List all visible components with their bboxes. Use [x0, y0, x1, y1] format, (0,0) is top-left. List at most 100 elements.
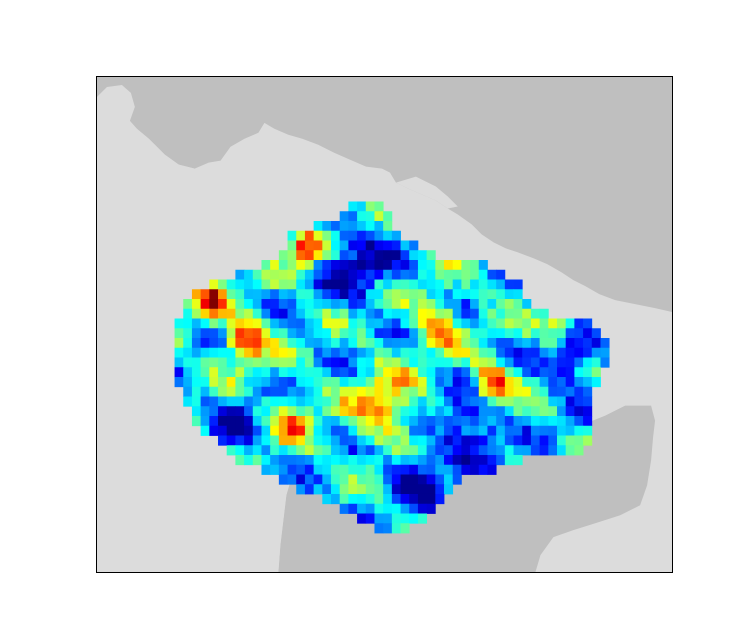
heatmap-cell [557, 357, 566, 367]
heatmap-cell [253, 367, 262, 377]
heatmap-cell [374, 436, 383, 446]
heatmap-cell [505, 387, 514, 397]
heatmap-cell [453, 357, 462, 367]
heatmap-cell [331, 377, 340, 387]
heatmap-cell [583, 387, 592, 397]
heatmap-cell [314, 475, 323, 485]
heatmap-cell [288, 455, 297, 465]
heatmap-cell [444, 357, 453, 367]
heatmap-cell [235, 445, 244, 455]
heatmap-cell [227, 416, 236, 426]
heatmap-cell [296, 240, 305, 250]
heatmap-cell [227, 367, 236, 377]
heatmap-cell [409, 289, 418, 299]
heatmap-cell [409, 436, 418, 446]
heatmap-cell [409, 445, 418, 455]
heatmap-cell [314, 221, 323, 231]
heatmap-cell [253, 289, 262, 299]
heatmap-cell [348, 436, 357, 446]
heatmap-cell [235, 396, 244, 406]
heatmap-cell [244, 348, 253, 358]
heatmap-cell [514, 338, 523, 348]
heatmap-cell [453, 416, 462, 426]
heatmap-cell [340, 231, 349, 241]
heatmap-cell [470, 396, 479, 406]
heatmap-cell [201, 309, 210, 319]
heatmap-cell [192, 396, 201, 406]
heatmap-cell [288, 231, 297, 241]
heatmap-cell [479, 465, 488, 475]
heatmap-cell [244, 270, 253, 280]
heatmap-cell [322, 280, 331, 290]
heatmap-cell [505, 436, 514, 446]
heatmap-cell [418, 319, 427, 329]
heatmap-cell [514, 455, 523, 465]
heatmap-cell [348, 357, 357, 367]
heatmap-cell [296, 455, 305, 465]
heatmap-cell [479, 299, 488, 309]
heatmap-cell [340, 348, 349, 358]
heatmap-cell [418, 270, 427, 280]
heatmap-cell [209, 357, 218, 367]
heatmap-cell [305, 445, 314, 455]
heatmap-cell [435, 260, 444, 270]
heatmap-cell [418, 436, 427, 446]
heatmap-cell [357, 406, 366, 416]
heatmap-cell [514, 299, 523, 309]
heatmap-cell [253, 299, 262, 309]
heatmap-cell [366, 309, 375, 319]
heatmap-cell [479, 406, 488, 416]
heatmap-cell [574, 348, 583, 358]
heatmap-cell [392, 513, 401, 523]
heatmap-cell [331, 357, 340, 367]
heatmap-cell [505, 367, 514, 377]
heatmap-cell [392, 445, 401, 455]
heatmap-cell [427, 494, 436, 504]
heatmap-cell [253, 416, 262, 426]
heatmap-cell [366, 240, 375, 250]
heatmap-cell [470, 270, 479, 280]
heatmap-cell [514, 426, 523, 436]
heatmap-cell [401, 445, 410, 455]
heatmap-cell [348, 348, 357, 358]
heatmap-cell [505, 289, 514, 299]
heatmap-cell [487, 445, 496, 455]
heatmap-cell [496, 416, 505, 426]
heatmap-cell [331, 426, 340, 436]
heatmap-cell [305, 406, 314, 416]
heatmap-cell [444, 475, 453, 485]
heatmap-cell [209, 328, 218, 338]
heatmap-cell [409, 513, 418, 523]
heatmap-cell [235, 426, 244, 436]
heatmap-cell [288, 338, 297, 348]
heatmap-cell [453, 328, 462, 338]
heatmap-cell [470, 377, 479, 387]
heatmap-cell [270, 309, 279, 319]
heatmap-cell [261, 387, 270, 397]
heatmap-cell [392, 280, 401, 290]
heatmap-cell [357, 319, 366, 329]
heatmap-cell [279, 348, 288, 358]
heatmap-cell [296, 357, 305, 367]
heatmap-cell [531, 416, 540, 426]
heatmap-cell [288, 270, 297, 280]
heatmap-cell [574, 319, 583, 329]
heatmap-cell [401, 309, 410, 319]
heatmap-cell [479, 328, 488, 338]
heatmap-cell [409, 357, 418, 367]
heatmap-cell [209, 289, 218, 299]
heatmap-cell [175, 338, 184, 348]
heatmap-cell [374, 270, 383, 280]
heatmap-cell [487, 455, 496, 465]
heatmap-cell [531, 377, 540, 387]
heatmap-cell [444, 328, 453, 338]
heatmap-cell [288, 475, 297, 485]
heatmap-cell [574, 436, 583, 446]
heatmap-cell [331, 465, 340, 475]
heatmap-cell [427, 270, 436, 280]
heatmap-cell [296, 445, 305, 455]
heatmap-cell [427, 436, 436, 446]
heatmap-cell [444, 348, 453, 358]
heatmap-cell [401, 270, 410, 280]
heatmap-cell [357, 221, 366, 231]
